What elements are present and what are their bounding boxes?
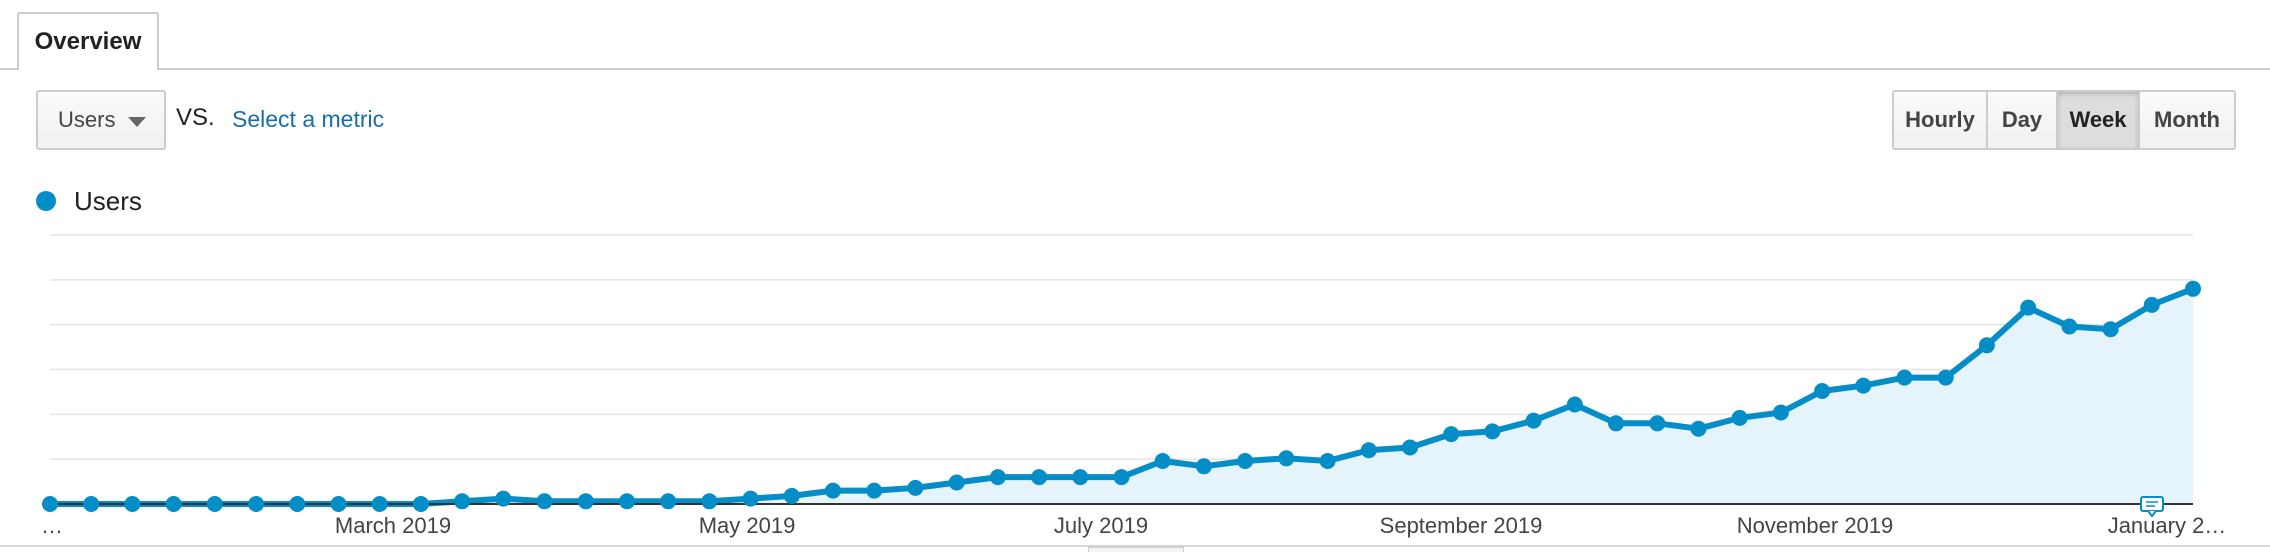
data-point[interactable] (1113, 469, 1130, 486)
x-tick-label: July 2019 (1054, 513, 1148, 538)
x-tick-label: January 2… (2108, 513, 2227, 538)
data-point[interactable] (989, 469, 1006, 486)
data-point[interactable] (536, 493, 553, 510)
data-point[interactable] (1031, 469, 1048, 486)
data-point[interactable] (42, 496, 58, 512)
tab-bar-divider (0, 68, 2270, 70)
data-point[interactable] (412, 496, 429, 512)
data-point[interactable] (1896, 369, 1913, 386)
data-point[interactable] (371, 496, 388, 512)
data-point[interactable] (1649, 415, 1666, 432)
data-point[interactable] (1814, 383, 1831, 399)
data-point[interactable] (907, 479, 924, 496)
data-point[interactable] (1566, 396, 1583, 413)
granularity-button-group: Hourly Day Week Month (1892, 90, 2236, 150)
x-tick-label: November 2019 (1737, 513, 1894, 538)
data-point[interactable] (619, 493, 635, 510)
data-point[interactable] (1978, 337, 1995, 354)
x-tick-label: May 2019 (699, 513, 796, 538)
x-tick-label: March 2019 (335, 513, 451, 538)
data-point[interactable] (1237, 453, 1254, 469)
chart-legend: Users (36, 184, 142, 218)
data-point[interactable] (1855, 377, 1872, 394)
data-point[interactable] (1319, 453, 1336, 469)
data-point[interactable] (1154, 453, 1171, 469)
data-point[interactable] (825, 482, 841, 499)
data-point[interactable] (1443, 426, 1460, 443)
data-point[interactable] (206, 496, 223, 512)
data-point[interactable] (948, 474, 965, 491)
data-point[interactable] (1278, 450, 1295, 467)
data-point[interactable] (1072, 469, 1089, 486)
data-point[interactable] (2061, 318, 2078, 335)
data-point[interactable] (660, 493, 677, 510)
data-point[interactable] (1937, 369, 1954, 386)
legend-label: Users (74, 185, 142, 216)
data-point[interactable] (2102, 321, 2119, 338)
x-tick-label: September 2019 (1380, 513, 1543, 538)
data-point[interactable] (1525, 412, 1542, 429)
x-axis-labels: … March 2019 May 2019 July 2019 September 20… (41, 513, 2226, 538)
metric-dropdown-label: Users (58, 107, 116, 132)
data-point[interactable] (330, 496, 347, 512)
select-metric-link[interactable]: Select a metric (232, 106, 385, 132)
data-point[interactable] (742, 490, 759, 507)
data-point[interactable] (866, 482, 883, 499)
data-point[interactable] (83, 496, 100, 512)
users-data-points (42, 280, 2201, 512)
data-point[interactable] (1360, 442, 1377, 459)
data-point[interactable] (289, 496, 306, 512)
tab-overview[interactable]: Overview (17, 12, 159, 70)
week-button[interactable]: Week (2058, 92, 2140, 148)
data-point[interactable] (165, 496, 182, 512)
annotation-icon[interactable] (2140, 496, 2164, 518)
hourly-button[interactable]: Hourly (1894, 92, 1988, 148)
data-point[interactable] (2185, 280, 2201, 297)
data-point[interactable] (1772, 404, 1789, 421)
data-point[interactable] (2020, 299, 2037, 316)
data-point[interactable] (454, 493, 471, 510)
users-line-chart: … March 2019 May 2019 July 2019 September 20… (41, 234, 2226, 538)
data-point[interactable] (1608, 415, 1624, 432)
data-point[interactable] (1484, 423, 1501, 440)
data-point[interactable] (1195, 458, 1212, 475)
metric-dropdown[interactable]: Users (36, 90, 166, 150)
collapse-handle[interactable] (1088, 547, 1184, 552)
tab-bar: Overview (0, 0, 2270, 70)
data-point[interactable] (2143, 296, 2160, 313)
chevron-down-icon (128, 117, 146, 127)
month-button[interactable]: Month (2140, 92, 2234, 148)
data-point[interactable] (577, 493, 594, 510)
data-point[interactable] (1402, 439, 1418, 456)
data-point[interactable] (783, 487, 800, 504)
chart-bottom-divider (0, 545, 2270, 547)
data-point[interactable] (1731, 409, 1748, 426)
data-point[interactable] (124, 496, 141, 512)
x-tick-label: … (41, 513, 63, 538)
day-button[interactable]: Day (1988, 92, 2058, 148)
data-point[interactable] (248, 496, 265, 512)
data-point[interactable] (1690, 420, 1707, 437)
vs-label: VS. (176, 104, 215, 131)
users-area-fill (50, 288, 2193, 504)
data-point[interactable] (701, 493, 718, 510)
data-point[interactable] (495, 490, 512, 507)
chart-grid (50, 234, 2193, 460)
legend-dot-icon (36, 191, 56, 211)
